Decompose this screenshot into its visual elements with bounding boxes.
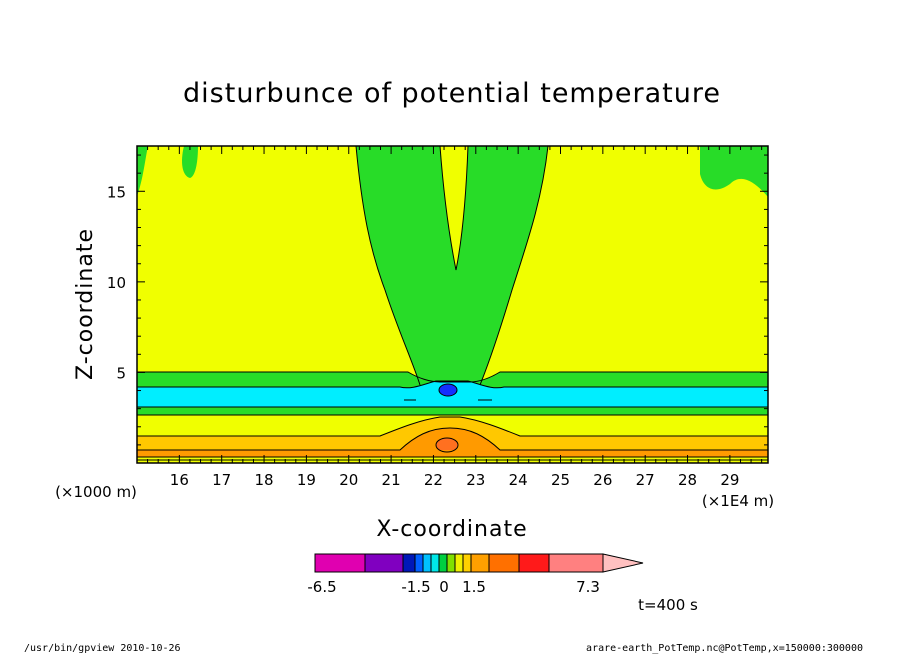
x-tick-label: 27 xyxy=(636,471,655,489)
x-tick-label: 16 xyxy=(170,471,189,489)
colorbar-arrow xyxy=(602,553,644,573)
colorbar-labels: -6.5 -1.5 0 1.5 7.3 xyxy=(307,578,600,596)
patch-green-left xyxy=(137,146,148,196)
x-tick-label: 25 xyxy=(551,471,570,489)
colorbar-label: 1.5 xyxy=(462,578,486,596)
y-tick-label: 5 xyxy=(116,364,126,382)
y-axis-ticks: 5 10 15 xyxy=(107,154,768,464)
colorbar-segment xyxy=(518,553,550,573)
cold-core-blue xyxy=(439,384,457,396)
x-tick-label: 23 xyxy=(466,471,485,489)
x-tick-label: 26 xyxy=(593,471,612,489)
y-tick-label: 10 xyxy=(107,274,126,292)
x-tick-label: 20 xyxy=(339,471,358,489)
time-label: t=400 s xyxy=(638,596,698,614)
colorbar-segment xyxy=(422,553,432,573)
colorbar-label: 0 xyxy=(439,578,449,596)
chart-title: disturbunce of potential temperature xyxy=(183,78,721,109)
y-axis-title: Z-coordinate xyxy=(73,228,98,380)
colorbar-segment xyxy=(414,553,424,573)
x-tick-label: 22 xyxy=(424,471,443,489)
footer-right: arare-earth_PotTemp.nc@PotTemp,x=150000:… xyxy=(586,643,863,654)
x-tick-label: 28 xyxy=(678,471,697,489)
warm-bump-light-orange xyxy=(380,417,520,436)
plot-frame xyxy=(136,145,769,464)
colorbar-segment xyxy=(402,553,416,573)
x-tick-label: 24 xyxy=(509,471,528,489)
colorbar-segment xyxy=(548,553,604,573)
x-tick-label: 18 xyxy=(255,471,274,489)
colorbar-segment xyxy=(438,553,448,573)
colorbar-segment xyxy=(314,553,366,573)
colorbar xyxy=(314,553,644,573)
plot-area xyxy=(137,146,768,463)
layer-orange-bottom xyxy=(137,450,768,457)
warm-core-deep-orange xyxy=(436,438,458,452)
patch-green-right xyxy=(700,146,768,197)
colorbar-segment xyxy=(364,553,404,573)
plume-green xyxy=(356,146,548,385)
x-axis-title: X-coordinate xyxy=(376,517,527,542)
contour-lines xyxy=(137,146,768,461)
colorbar-segment xyxy=(454,553,464,573)
colorbar-segment xyxy=(462,553,472,573)
x-unit-left: (×1000 m) xyxy=(55,483,137,501)
x-tick-label: 19 xyxy=(297,471,316,489)
x-tick-label: 29 xyxy=(720,471,739,489)
footer-left: /usr/bin/gpview 2010-10-26 xyxy=(24,643,181,654)
colorbar-segment xyxy=(470,553,490,573)
x-unit-right: (×1E4 m) xyxy=(702,492,774,510)
colorbar-segment xyxy=(446,553,456,573)
y-tick-label: 15 xyxy=(107,183,126,201)
x-axis-ticks: 16 17 18 19 20 21 22 23 24 25 26 27 28 29 xyxy=(136,146,763,489)
x-tick-label: 17 xyxy=(212,471,231,489)
x-tick-label: 21 xyxy=(382,471,401,489)
patch-green-small xyxy=(182,146,198,178)
colorbar-label: -1.5 xyxy=(401,578,430,596)
colorbar-segment xyxy=(488,553,520,573)
colorbar-label: -6.5 xyxy=(307,578,336,596)
colorbar-segment xyxy=(430,553,440,573)
colorbar-label: 7.3 xyxy=(576,578,600,596)
